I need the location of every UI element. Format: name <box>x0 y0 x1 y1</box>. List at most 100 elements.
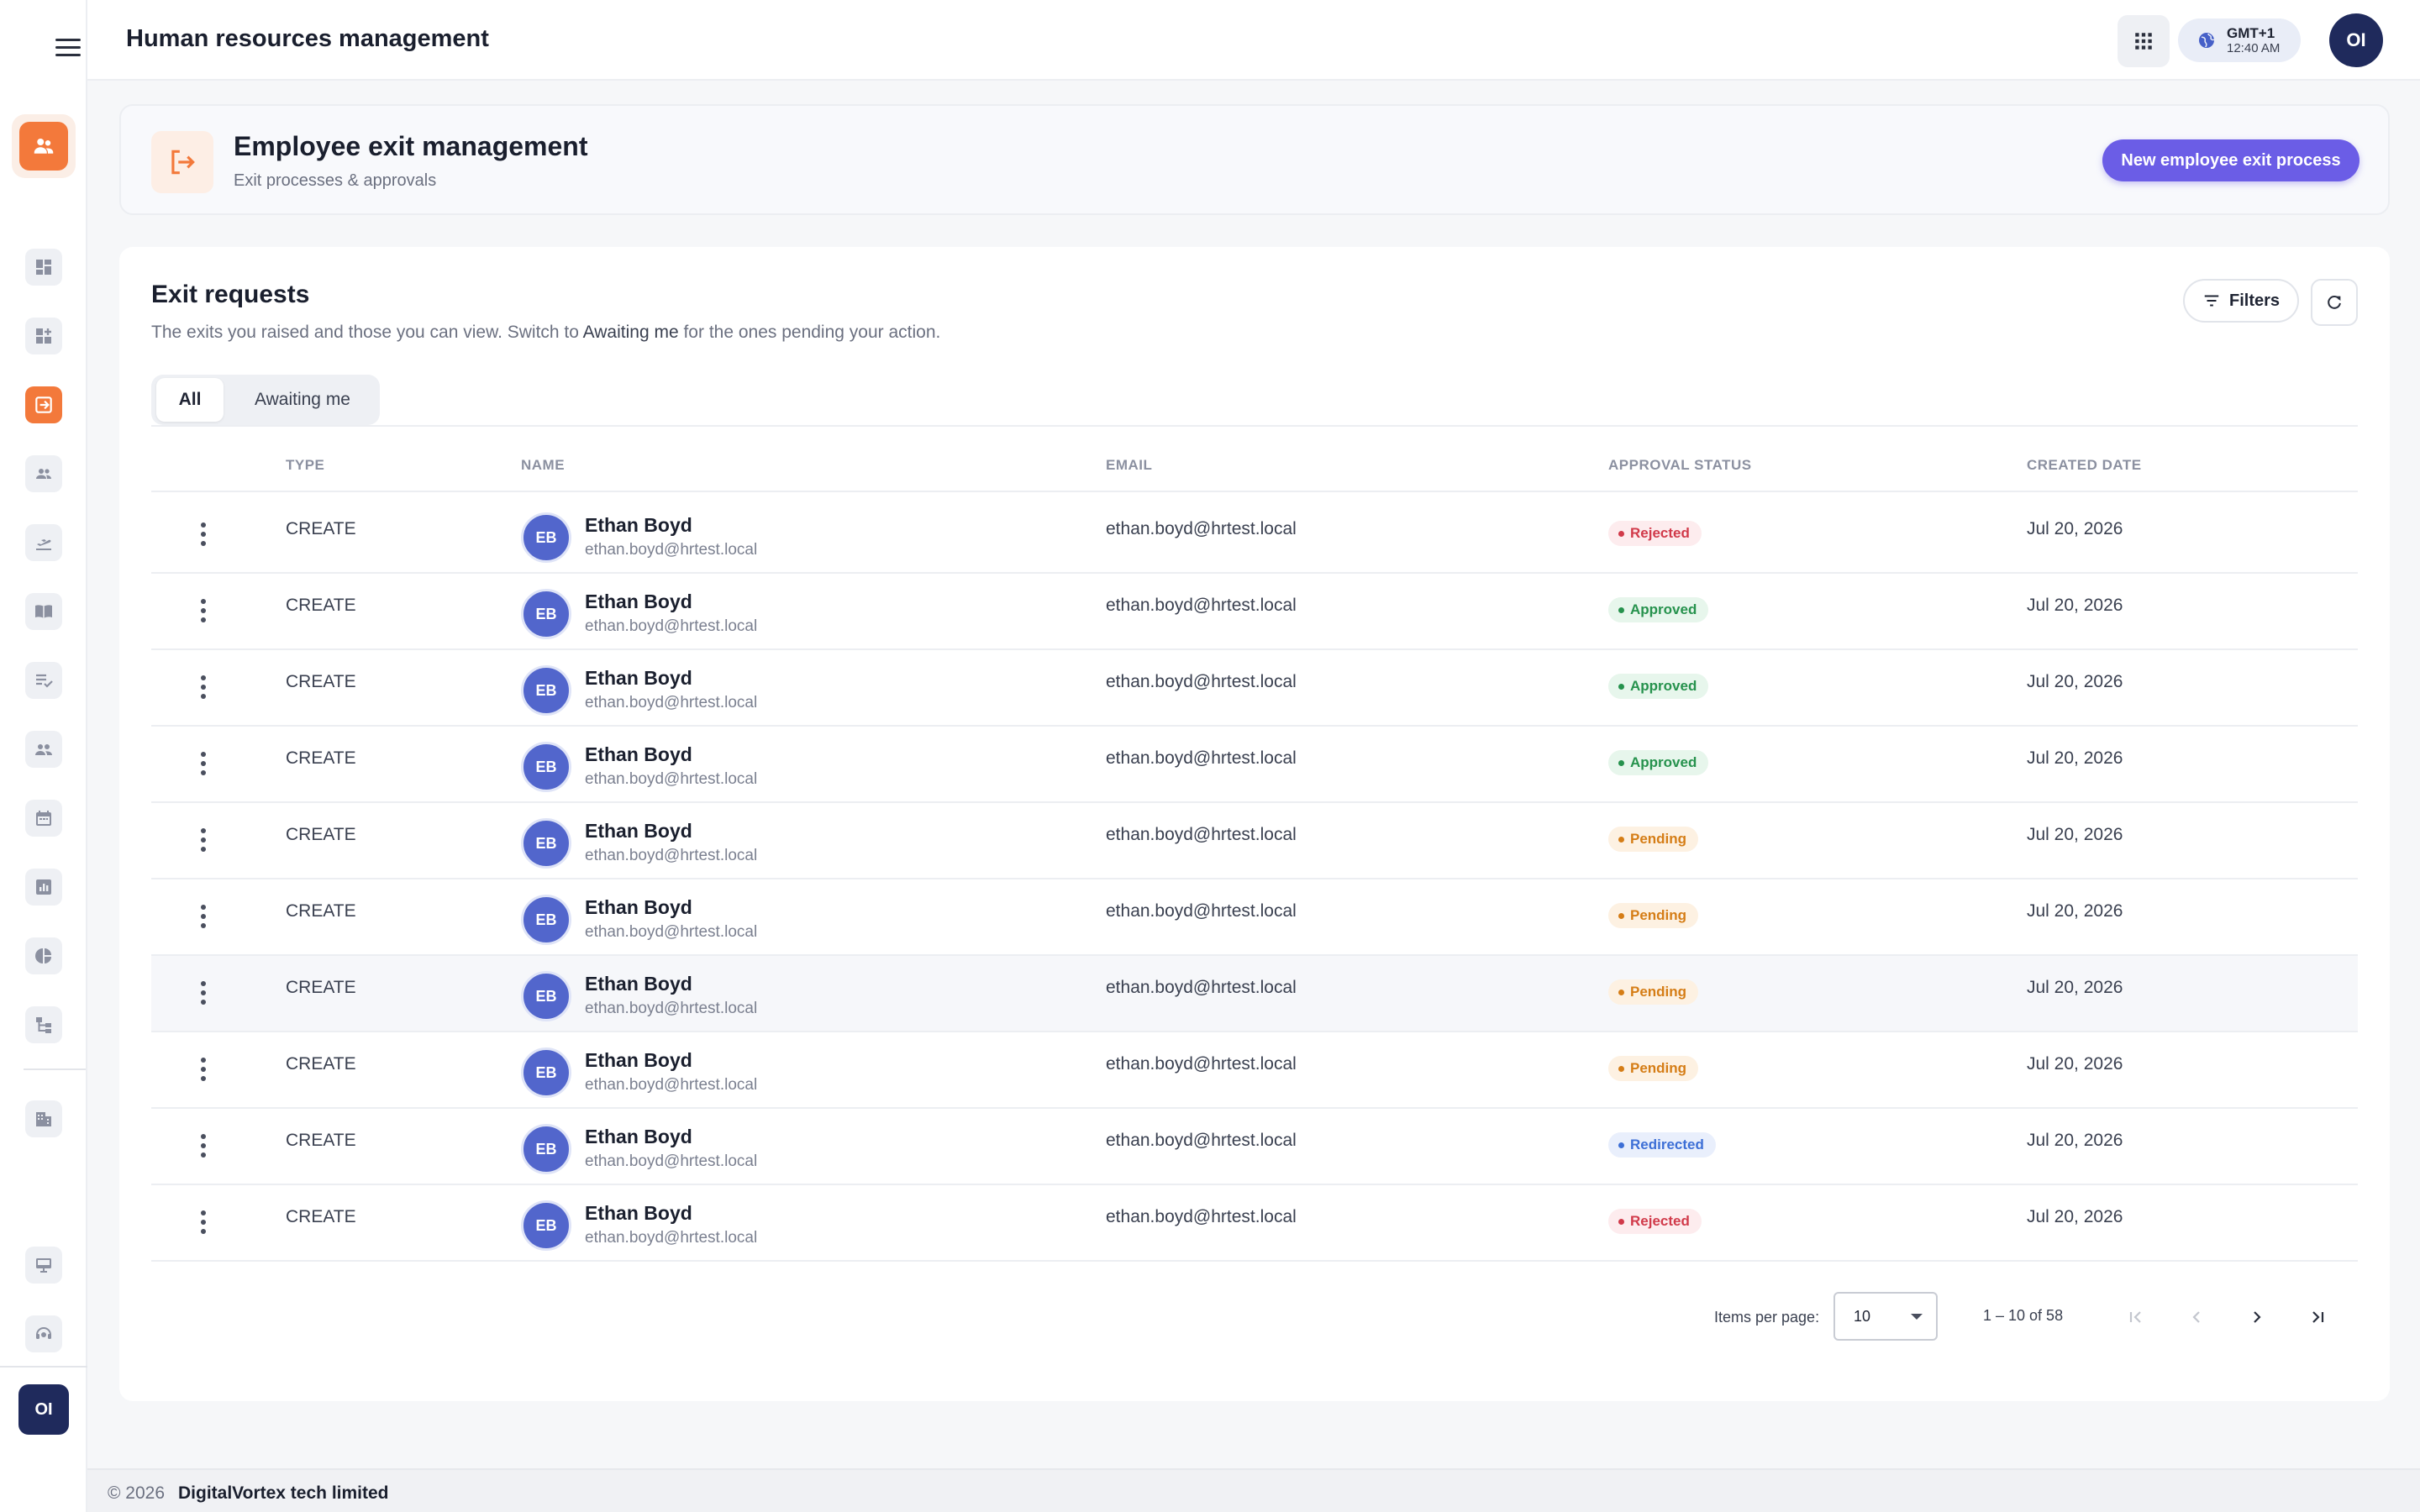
column-header-created-date[interactable]: CREATED DATE <box>2027 457 2142 473</box>
top-bar: Human resources management GMT+1 12:40 A… <box>87 0 2420 81</box>
user-avatar[interactable]: OI <box>2329 13 2383 67</box>
page-subtitle: Exit processes & approvals <box>234 171 437 190</box>
sidebar-item-company[interactable] <box>25 1100 62 1137</box>
row-more-icon[interactable] <box>197 670 210 704</box>
column-header-type[interactable]: TYPE <box>286 457 325 473</box>
sidebar-item-add-widget[interactable] <box>25 318 62 354</box>
cell-type: CREATE <box>286 1054 356 1074</box>
table-row[interactable]: CREATE EB Ethan Boyd ethan.boyd@hrtest.l… <box>151 956 2358 1032</box>
sidebar-item-reports[interactable] <box>25 869 62 906</box>
exit-requests-card: Exit requests The exits you raised and t… <box>119 247 2390 1401</box>
status-label: Approved <box>1630 601 1697 617</box>
cell-email: ethan.boyd@hrtest.local <box>1106 1131 1297 1150</box>
cell-created-date: Jul 20, 2026 <box>2027 519 2123 538</box>
employee-name: Ethan Boyd <box>585 1202 692 1224</box>
new-exit-process-button[interactable]: New employee exit process <box>2102 139 2360 181</box>
sidebar-item-employees[interactable] <box>25 455 62 492</box>
cell-type: CREATE <box>286 748 356 768</box>
row-more-icon[interactable] <box>197 747 210 780</box>
cell-created-date: Jul 20, 2026 <box>2027 748 2123 768</box>
section-title: Exit requests <box>151 281 310 308</box>
status-badge: Rejected <box>1608 521 1702 546</box>
sidebar-item-employee-exit[interactable] <box>25 386 62 423</box>
table-row[interactable]: CREATE EB Ethan Boyd ethan.boyd@hrtest.l… <box>151 574 2358 650</box>
employee-name: Ethan Boyd <box>585 1126 692 1147</box>
checklist-icon <box>36 674 53 688</box>
sidebar-item-analytics[interactable] <box>25 937 62 974</box>
cell-created-date: Jul 20, 2026 <box>2027 901 2123 921</box>
divider <box>151 425 2358 427</box>
cell-email: ethan.boyd@hrtest.local <box>1106 1054 1297 1074</box>
cell-type: CREATE <box>286 596 356 615</box>
view-tabs: All Awaiting me <box>151 375 380 425</box>
sidebar-item-handbook[interactable] <box>25 593 62 630</box>
sidebar-item-teams[interactable] <box>25 731 62 768</box>
row-more-icon[interactable] <box>197 1129 210 1163</box>
sidebar-item-support[interactable] <box>25 1315 62 1352</box>
table-row[interactable]: CREATE EB Ethan Boyd ethan.boyd@hrtest.l… <box>151 1032 2358 1109</box>
cell-created-date: Jul 20, 2026 <box>2027 596 2123 615</box>
employee-name: Ethan Boyd <box>585 820 692 842</box>
employee-name: Ethan Boyd <box>585 743 692 765</box>
status-label: Pending <box>1630 907 1687 923</box>
row-more-icon[interactable] <box>197 823 210 857</box>
avatar: EB <box>521 512 571 563</box>
menu-toggle-icon[interactable] <box>55 39 82 59</box>
column-header-name[interactable]: NAME <box>521 457 566 473</box>
tab-all[interactable]: All <box>156 378 224 422</box>
row-more-icon[interactable] <box>197 1205 210 1239</box>
sidebar-item-calendar[interactable] <box>25 800 62 837</box>
status-badge: Pending <box>1608 979 1699 1005</box>
table-row[interactable]: CREATE EB Ethan Boyd ethan.boyd@hrtest.l… <box>151 879 2358 956</box>
book-icon <box>35 605 52 618</box>
refresh-icon <box>2328 296 2341 309</box>
table-row[interactable]: CREATE EB Ethan Boyd ethan.boyd@hrtest.l… <box>151 1185 2358 1262</box>
employee-sub-email: ethan.boyd@hrtest.local <box>585 923 758 941</box>
sidebar-item-tasks[interactable] <box>25 662 62 699</box>
column-header-email[interactable]: EMAIL <box>1106 457 1153 473</box>
cell-email: ethan.boyd@hrtest.local <box>1106 672 1297 691</box>
refresh-button[interactable] <box>2311 279 2358 326</box>
module-home-button[interactable] <box>12 114 76 178</box>
cell-email: ethan.boyd@hrtest.local <box>1106 1207 1297 1226</box>
row-more-icon[interactable] <box>197 900 210 933</box>
flight-takeoff-icon <box>36 539 51 550</box>
items-per-page-label: Items per page: <box>1714 1309 1820 1326</box>
table-row[interactable]: CREATE EB Ethan Boyd ethan.boyd@hrtest.l… <box>151 650 2358 727</box>
company-name: DigitalVortex tech limited <box>178 1483 389 1503</box>
next-page-button[interactable] <box>2237 1297 2277 1337</box>
sidebar-item-org-chart[interactable] <box>25 1006 62 1043</box>
apps-launcher-button[interactable] <box>2118 15 2170 67</box>
sidebar-user-avatar[interactable]: OI <box>18 1384 69 1435</box>
items-per-page-select[interactable]: 10 <box>1833 1292 1938 1341</box>
logout-icon <box>171 150 195 175</box>
sidebar-item-leave[interactable] <box>25 524 62 561</box>
row-more-icon[interactable] <box>197 1053 210 1086</box>
table-row[interactable]: CREATE EB Ethan Boyd ethan.boyd@hrtest.l… <box>151 1109 2358 1185</box>
table-row[interactable]: CREATE EB Ethan Boyd ethan.boyd@hrtest.l… <box>151 803 2358 879</box>
timezone-pill[interactable]: GMT+1 12:40 AM <box>2178 18 2301 62</box>
status-badge: Rejected <box>1608 1209 1702 1234</box>
filters-button[interactable]: Filters <box>2183 279 2299 323</box>
cell-email: ethan.boyd@hrtest.local <box>1106 748 1297 768</box>
pagination: Items per page: 10 1 – 10 of 58 <box>119 1289 2390 1341</box>
row-more-icon[interactable] <box>197 594 210 627</box>
row-more-icon[interactable] <box>197 976 210 1010</box>
previous-page-button[interactable] <box>2176 1297 2217 1337</box>
table-row[interactable]: CREATE EB Ethan Boyd ethan.boyd@hrtest.l… <box>151 727 2358 803</box>
first-page-button[interactable] <box>2116 1297 2156 1337</box>
cell-created-date: Jul 20, 2026 <box>2027 978 2123 997</box>
employee-sub-email: ethan.boyd@hrtest.local <box>585 617 758 635</box>
sidebar-item-dashboard[interactable] <box>25 249 62 286</box>
table-row[interactable]: CREATE EB Ethan Boyd ethan.boyd@hrtest.l… <box>151 497 2358 574</box>
employee-sub-email: ethan.boyd@hrtest.local <box>585 1000 758 1017</box>
app-title: Human resources management <box>126 25 489 52</box>
row-more-icon[interactable] <box>197 517 210 551</box>
sidebar-item-devices[interactable] <box>25 1247 62 1284</box>
last-page-button[interactable] <box>2297 1297 2338 1337</box>
description-text: The exits you raised and those you can v… <box>151 323 583 342</box>
avatar: EB <box>521 1200 571 1251</box>
cell-type: CREATE <box>286 672 356 691</box>
column-header-approval-status[interactable]: APPROVAL STATUS <box>1608 457 1752 473</box>
tab-awaiting-me[interactable]: Awaiting me <box>254 390 350 409</box>
